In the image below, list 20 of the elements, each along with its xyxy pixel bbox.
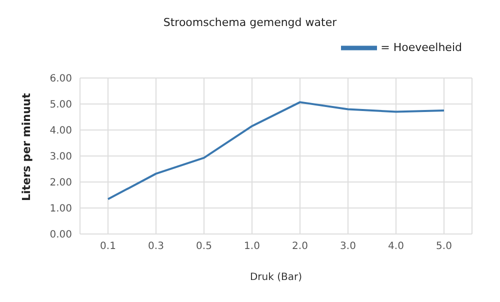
y-axis-title: Liters per minuut: [20, 93, 33, 201]
y-tick-label: 4.00: [50, 126, 72, 137]
x-tick-label: 5.0: [436, 241, 452, 252]
chart-title: Stroomschema gemengd water: [162, 15, 338, 31]
y-tick-label: 1.00: [50, 204, 72, 215]
y-tick-label: 5.00: [50, 100, 72, 111]
x-tick-label: 0.3: [148, 241, 164, 252]
x-tick-label: 2.0: [292, 241, 308, 252]
y-tick-label: 3.00: [50, 152, 72, 163]
y-tick-label: 2.00: [50, 178, 72, 189]
x-tick-label: 0.1: [100, 241, 116, 252]
x-tick-label: 0.5: [196, 241, 212, 252]
line-series: [107, 101, 445, 200]
x-axis-title: Druk (Bar): [250, 272, 302, 283]
legend-label: = Hoeveelheid: [380, 41, 462, 54]
x-tick-label: 4.0: [388, 241, 404, 252]
x-tick-label: 1.0: [244, 241, 260, 252]
y-tick-label: 6.00: [50, 74, 72, 85]
y-tick-label: 0.00: [50, 230, 72, 241]
x-tick-label: 3.0: [340, 241, 356, 252]
